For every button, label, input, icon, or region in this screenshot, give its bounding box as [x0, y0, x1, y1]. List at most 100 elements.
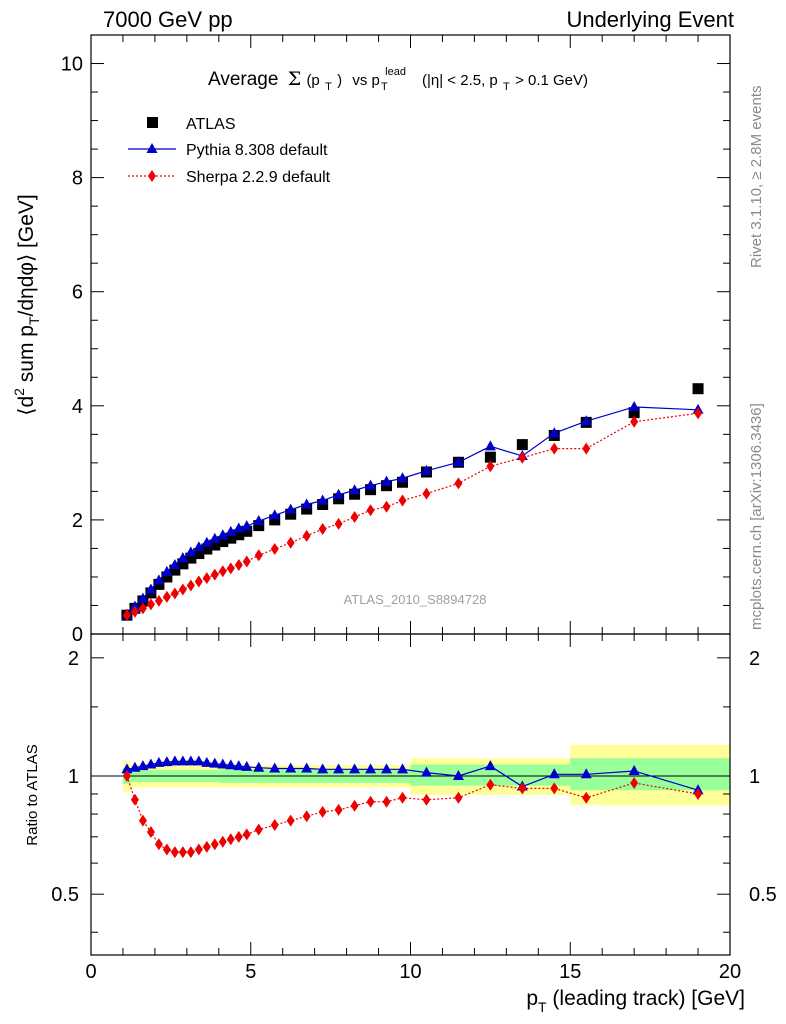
sherpa-ratio-point	[550, 782, 559, 795]
atlas-point	[241, 525, 253, 537]
pythia-point	[193, 541, 205, 552]
legend-sherpa-marker	[148, 170, 156, 182]
pythia-ratio-point	[233, 760, 245, 771]
main-axis-ticks	[90, 34, 731, 635]
sherpa-ratio-point	[486, 778, 495, 791]
sherpa-ratio-point	[334, 803, 343, 816]
pythia-point	[161, 565, 173, 576]
sherpa-ratio-point	[694, 787, 703, 800]
pythia-ratio-point	[420, 766, 432, 777]
sherpa-ratio-point	[202, 840, 211, 853]
x-axis-label: pT (leading track) [GeV]	[526, 987, 745, 1015]
sherpa-point	[234, 558, 243, 571]
title-pt-open: (p	[306, 72, 319, 89]
main-y-axis-label: ⟨d2 sum pT/dηdφ⟩ [GeV]	[11, 194, 42, 415]
sherpa-ratio-point	[518, 782, 527, 795]
pythia-point	[209, 532, 221, 543]
main-y-tick-label: 6	[72, 282, 83, 304]
xlabel-rest: (leading track) [GeV]	[547, 987, 745, 1010]
sherpa-point	[382, 500, 391, 513]
x-tick-label: 5	[245, 961, 256, 983]
sherpa-point	[318, 523, 327, 536]
sherpa-point	[254, 549, 263, 562]
pythia-point	[365, 479, 377, 490]
sherpa-point	[582, 442, 591, 455]
sherpa-ratio-point	[382, 795, 391, 808]
pythia-point	[169, 558, 181, 569]
pythia-ratio-point	[241, 760, 253, 771]
x-tick-label: 20	[719, 961, 741, 983]
atlas-point	[177, 558, 189, 570]
pythia-ratio-point	[145, 758, 157, 769]
ylabel-mid: sum p	[15, 325, 38, 388]
rivet-version-label: Rivet 3.1.10, ≥ 2.8M events	[748, 86, 765, 269]
atlas-point	[209, 539, 221, 551]
pythia-ratio-point	[185, 755, 197, 766]
atlas-point	[484, 451, 496, 463]
pythia-point	[333, 488, 345, 499]
pythia-point	[201, 536, 213, 547]
ratio-plot-panel: 0.5 0.5 1 1 2 2 0 5 10 15 20 Ratio to ATLAS pT (l…	[24, 633, 777, 1015]
pythia-ratio-point	[153, 756, 165, 767]
sherpa-ratio-point	[318, 805, 327, 818]
sherpa-point	[226, 562, 235, 575]
main-y-tick-labels: 0 2 4 6 8 10	[61, 54, 83, 646]
pythia-point	[137, 592, 149, 603]
legend: ATLAS Pythia 8.308 default Sherpa 2.2.9 …	[128, 116, 331, 186]
pythia-ratio-point	[580, 768, 592, 779]
sherpa-ratio-point	[154, 838, 163, 851]
atlas-point	[628, 407, 640, 419]
sherpa-point	[202, 572, 211, 585]
pythia-point	[452, 456, 464, 467]
pythia-point	[397, 472, 409, 483]
pythia-ratio-point	[381, 763, 393, 774]
pythia-ratio-point	[253, 761, 265, 772]
atlas-point	[692, 383, 704, 395]
pythia-ratio-point	[225, 759, 237, 770]
sherpa-point	[154, 594, 163, 607]
atlas-point	[169, 564, 181, 576]
pythia-ratio-point	[548, 768, 560, 779]
plot-title: Average Σ (p T ) vs p lead T (|η| < 2.5,…	[208, 59, 588, 95]
main-plot-panel: 0 2 4 6 8 10 Average Σ (p T ) vs p lead T (|η…	[11, 34, 731, 646]
pythia-point	[269, 509, 281, 520]
main-y-tick-label: 4	[72, 396, 83, 418]
atlas-point	[253, 520, 265, 532]
sherpa-ratio-point	[146, 826, 155, 839]
sherpa-point	[178, 583, 187, 596]
sherpa-point	[454, 477, 463, 490]
sherpa-point	[486, 460, 495, 473]
sherpa-ratio-point	[422, 793, 431, 806]
sherpa-point	[162, 590, 171, 603]
ratio-y-tick-labels: 0.5 0.5 1 1 2 2	[51, 648, 777, 906]
ratio-inner-band	[410, 764, 571, 786]
legend-atlas-marker	[147, 117, 158, 128]
ratio-y-tick-label-right: 0.5	[749, 884, 777, 906]
ratio-y-tick-label-right: 2	[749, 648, 760, 670]
legend-pythia-marker	[146, 143, 158, 153]
atlas-point	[201, 543, 213, 555]
analysis-watermark: ATLAS_2010_S8894728	[344, 592, 487, 607]
sherpa-point	[194, 575, 203, 588]
sherpa-ratio-point	[234, 830, 243, 843]
sherpa-point	[146, 598, 155, 611]
pythia-ratio-point	[121, 763, 133, 774]
xlabel-p: p	[526, 987, 538, 1010]
pythia-ratio-point	[365, 763, 377, 774]
mcplots-label: mcplots.cern.ch [arXiv:1306.3436]	[748, 403, 765, 630]
sherpa-ratio-point	[630, 776, 639, 789]
sherpa-point	[630, 415, 639, 428]
ratio-y-tick-label: 0.5	[51, 884, 79, 906]
sherpa-ratio-point	[226, 833, 235, 846]
atlas-point	[161, 571, 173, 583]
pythia-ratio-point	[177, 755, 189, 766]
pythia-point	[225, 525, 237, 536]
ratio-y-tick-label: 1	[68, 766, 79, 788]
pythia-ratio-point	[129, 761, 141, 772]
pythia-point	[217, 529, 229, 540]
atlas-point	[269, 514, 281, 526]
pythia-ratio-point	[269, 762, 281, 773]
sherpa-point	[334, 517, 343, 530]
pythia-ratio-point	[397, 763, 409, 774]
sherpa-ratio-point	[270, 819, 279, 832]
